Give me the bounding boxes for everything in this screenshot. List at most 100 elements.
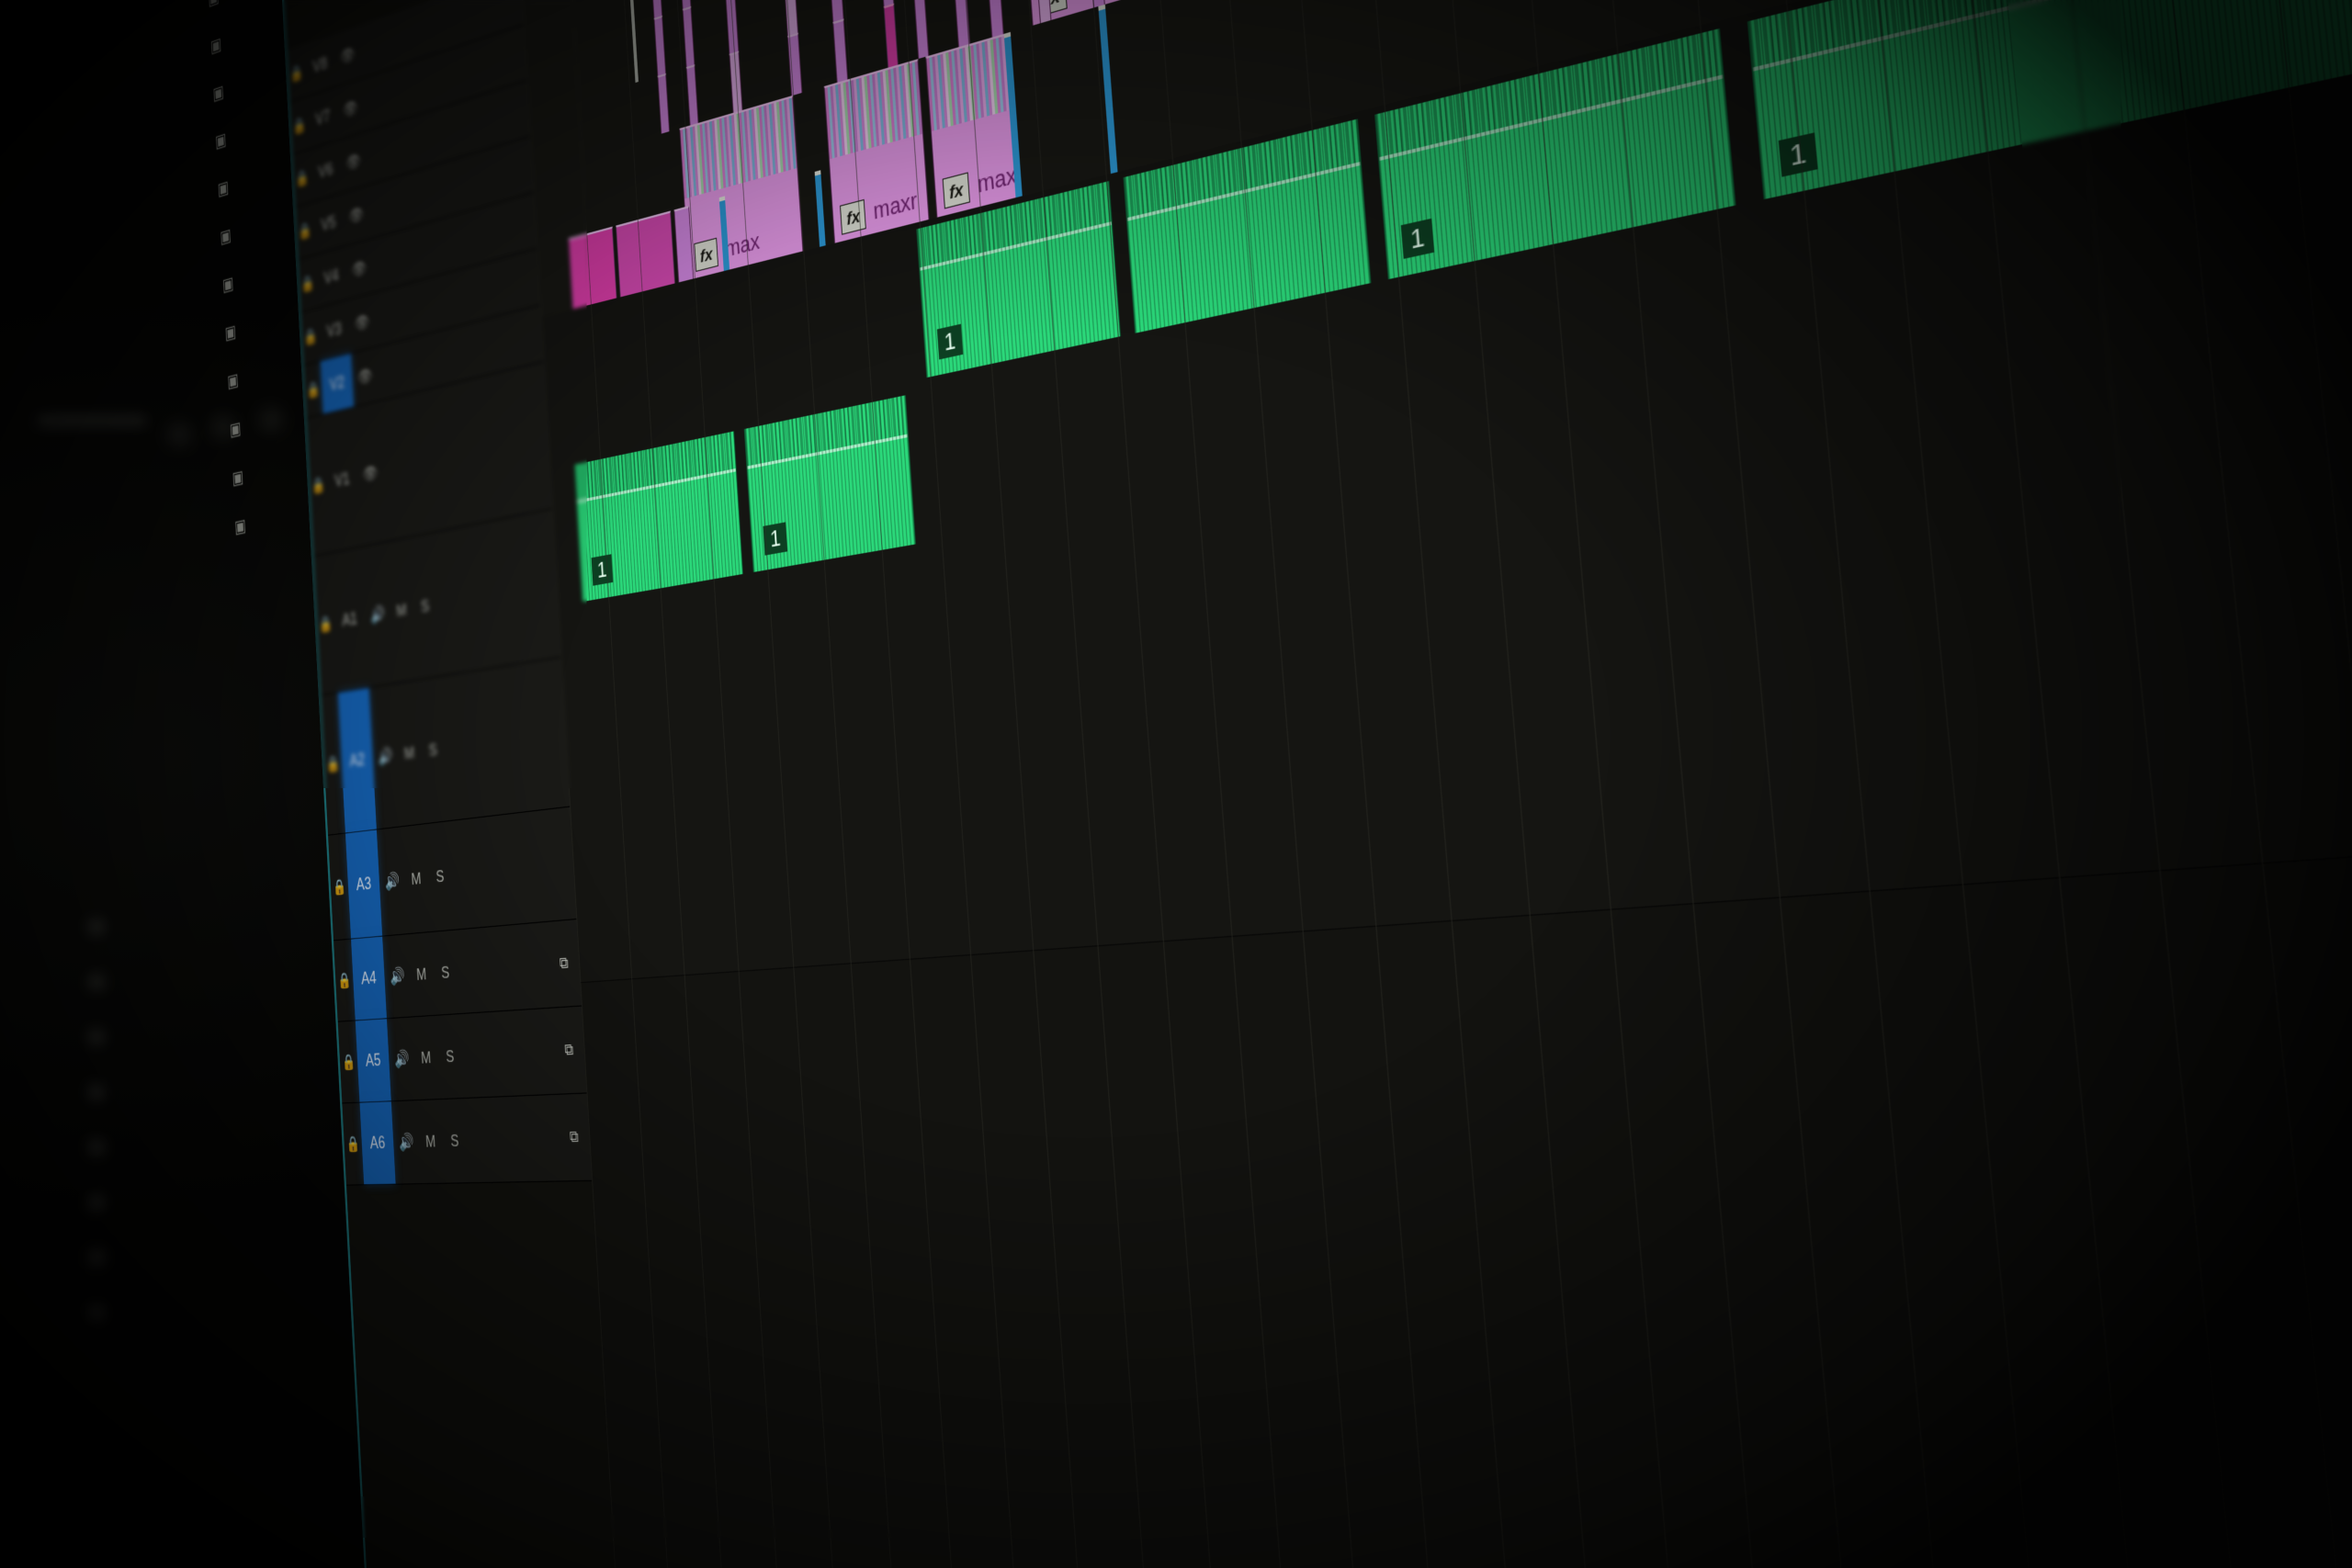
video-clip-sliver[interactable] bbox=[987, 0, 1004, 40]
video-clip-sliver[interactable] bbox=[653, 15, 667, 78]
video-clip-sliver[interactable] bbox=[682, 6, 695, 70]
mute-button[interactable]: M bbox=[410, 868, 422, 888]
timeline-track-row-v4[interactable]: fxmaxresdefault.jpg bbox=[522, 0, 2352, 61]
mute-button[interactable]: M bbox=[396, 600, 407, 620]
audio-clip[interactable] bbox=[1123, 118, 1372, 333]
track-name-label[interactable]: A6 bbox=[359, 1101, 396, 1185]
mute-button[interactable]: M bbox=[424, 1131, 436, 1151]
speaker-icon[interactable]: 🔊 bbox=[370, 604, 386, 625]
solo-button[interactable]: S bbox=[440, 962, 450, 982]
lock-icon[interactable]: 🔒 bbox=[332, 878, 347, 897]
voice-over-record-icon[interactable]: ⧉ bbox=[569, 1127, 580, 1146]
lock-icon[interactable]: 🔒 bbox=[306, 380, 321, 400]
track-name-label[interactable]: V3 bbox=[326, 318, 343, 342]
eye-icon[interactable]: 👁 bbox=[354, 311, 370, 333]
solo-button[interactable]: S bbox=[445, 1046, 455, 1066]
voice-over-record-icon[interactable]: ⧉ bbox=[559, 953, 570, 973]
fx-badge-icon[interactable]: fx bbox=[942, 172, 971, 209]
track-name-label[interactable]: V2 bbox=[320, 353, 355, 414]
pen-tool-icon[interactable]: ▣ bbox=[226, 370, 240, 392]
timeline-track-row-v2[interactable]: fx maxresde bbox=[528, 0, 2352, 173]
fx-badge-icon[interactable]: fx bbox=[840, 198, 867, 235]
video-clip-sliver[interactable] bbox=[954, 0, 970, 50]
timeline-track-row-a5[interactable] bbox=[570, 473, 2352, 897]
timeline-track-row-v5[interactable] bbox=[519, 0, 2352, 6]
solo-button[interactable]: S bbox=[420, 595, 430, 616]
track-name-label[interactable]: V8 bbox=[311, 53, 328, 77]
video-clip-sliver[interactable] bbox=[832, 18, 849, 85]
slip-tool-icon[interactable]: ▣ bbox=[221, 274, 234, 297]
speaker-icon[interactable]: 🔊 bbox=[390, 965, 406, 986]
track-name-label[interactable]: A1 bbox=[341, 608, 358, 630]
type-tool-icon[interactable]: ▣ bbox=[233, 516, 247, 538]
track-name-label[interactable]: A5 bbox=[355, 1019, 391, 1102]
video-clip-sliver[interactable] bbox=[783, 0, 798, 39]
solo-button[interactable]: S bbox=[428, 739, 438, 760]
mute-button[interactable]: M bbox=[420, 1047, 432, 1067]
track-name-label[interactable]: A4 bbox=[351, 936, 387, 1021]
timeline-track-row-a3[interactable] bbox=[558, 130, 2352, 725]
video-clip-sliver[interactable] bbox=[657, 73, 671, 136]
timeline-track-row-a6[interactable] bbox=[574, 625, 2352, 984]
audio-clip[interactable]: 1 bbox=[744, 395, 917, 572]
track-header-a6[interactable]: 🔒 A6 🔊 M S ⧉ bbox=[342, 1093, 593, 1186]
slide-tool-icon[interactable]: ▣ bbox=[224, 321, 237, 344]
video-clip-sliver[interactable] bbox=[883, 3, 899, 71]
eye-icon[interactable]: 👁 bbox=[345, 151, 362, 174]
video-clip-sliver[interactable] bbox=[913, 0, 930, 62]
speaker-icon[interactable]: 🔊 bbox=[398, 1132, 415, 1152]
lock-icon[interactable]: 🔒 bbox=[289, 63, 304, 84]
clip-transition-handle[interactable] bbox=[1003, 31, 1023, 202]
clip-transition-handle[interactable] bbox=[718, 196, 729, 274]
lock-icon[interactable]: 🔒 bbox=[318, 615, 334, 634]
eye-icon[interactable]: 👁 bbox=[340, 44, 356, 67]
track-name-label[interactable]: V7 bbox=[314, 106, 331, 130]
rolling-edit-tool-icon[interactable]: ▣ bbox=[214, 130, 227, 152]
eye-icon[interactable]: 👁 bbox=[343, 97, 359, 120]
video-clip[interactable]: fx max bbox=[679, 95, 804, 280]
timeline-track-row-v3[interactable]: fxmaxresdefault.jpg bbox=[526, 0, 2352, 117]
speaker-icon[interactable]: 🔊 bbox=[384, 871, 401, 891]
video-clip-sliver-dim[interactable] bbox=[631, 24, 639, 83]
video-clip-sliver[interactable] bbox=[729, 51, 743, 116]
audio-clip[interactable]: 1 bbox=[573, 431, 743, 603]
solo-button[interactable]: S bbox=[449, 1131, 459, 1150]
video-clip-block[interactable] bbox=[568, 226, 617, 311]
solo-button[interactable]: S bbox=[435, 866, 445, 886]
clip-transition-handle[interactable] bbox=[1098, 4, 1118, 179]
video-clip-sliver[interactable] bbox=[725, 0, 740, 56]
lock-icon[interactable]: 🔒 bbox=[341, 1054, 356, 1071]
video-clip-sliver[interactable] bbox=[878, 0, 895, 9]
timeline-tracks-area[interactable]: fxmaxresdefault.jpgfxmaxresdefault.jpgfx… bbox=[509, 0, 2352, 1568]
ripple-edit-tool-icon[interactable]: ▣ bbox=[212, 82, 225, 105]
track-header-a5[interactable]: 🔒 A5 🔊 M S ⧉ bbox=[337, 1006, 587, 1104]
lock-icon[interactable]: 🔒 bbox=[345, 1135, 361, 1153]
speaker-icon[interactable]: 🔊 bbox=[394, 1048, 411, 1068]
lock-icon[interactable]: 🔒 bbox=[292, 116, 307, 136]
lock-icon[interactable]: 🔒 bbox=[311, 476, 326, 495]
video-clip-sliver[interactable] bbox=[678, 0, 692, 12]
zoom-tool-icon[interactable]: ▣ bbox=[232, 468, 244, 490]
track-name-label[interactable]: A2 bbox=[337, 687, 377, 833]
eye-icon[interactable]: 👁 bbox=[356, 366, 373, 388]
track-name-label[interactable]: V1 bbox=[334, 468, 350, 491]
clip-transition-handle[interactable] bbox=[814, 170, 827, 250]
hand-tool-icon[interactable]: ▣ bbox=[229, 419, 242, 441]
timeline-track-row-a1[interactable]: 1 1 1 bbox=[540, 0, 2352, 466]
razor-tool-icon[interactable]: ▣ bbox=[220, 225, 232, 248]
video-clip[interactable]: fx maxresde bbox=[1027, 0, 1234, 26]
video-clip-block[interactable] bbox=[616, 210, 676, 299]
lock-icon[interactable]: 🔒 bbox=[325, 755, 341, 773]
fx-badge-icon[interactable]: fx bbox=[1037, 0, 1068, 17]
lock-icon[interactable]: 🔒 bbox=[337, 972, 352, 990]
selection-tool-icon[interactable]: ▣ bbox=[206, 0, 221, 12]
audio-clip[interactable]: 1 bbox=[915, 181, 1121, 378]
video-clip-sliver-dim[interactable] bbox=[628, 0, 636, 26]
rate-stretch-tool-icon[interactable]: ▣ bbox=[217, 177, 230, 200]
voice-over-record-icon[interactable]: ⧉ bbox=[564, 1041, 574, 1059]
track-name-label[interactable]: V5 bbox=[321, 211, 336, 235]
video-clip-sliver[interactable] bbox=[829, 0, 844, 25]
lock-icon[interactable]: 🔒 bbox=[303, 327, 318, 347]
audio-clip[interactable]: 1 bbox=[1747, 0, 2352, 199]
